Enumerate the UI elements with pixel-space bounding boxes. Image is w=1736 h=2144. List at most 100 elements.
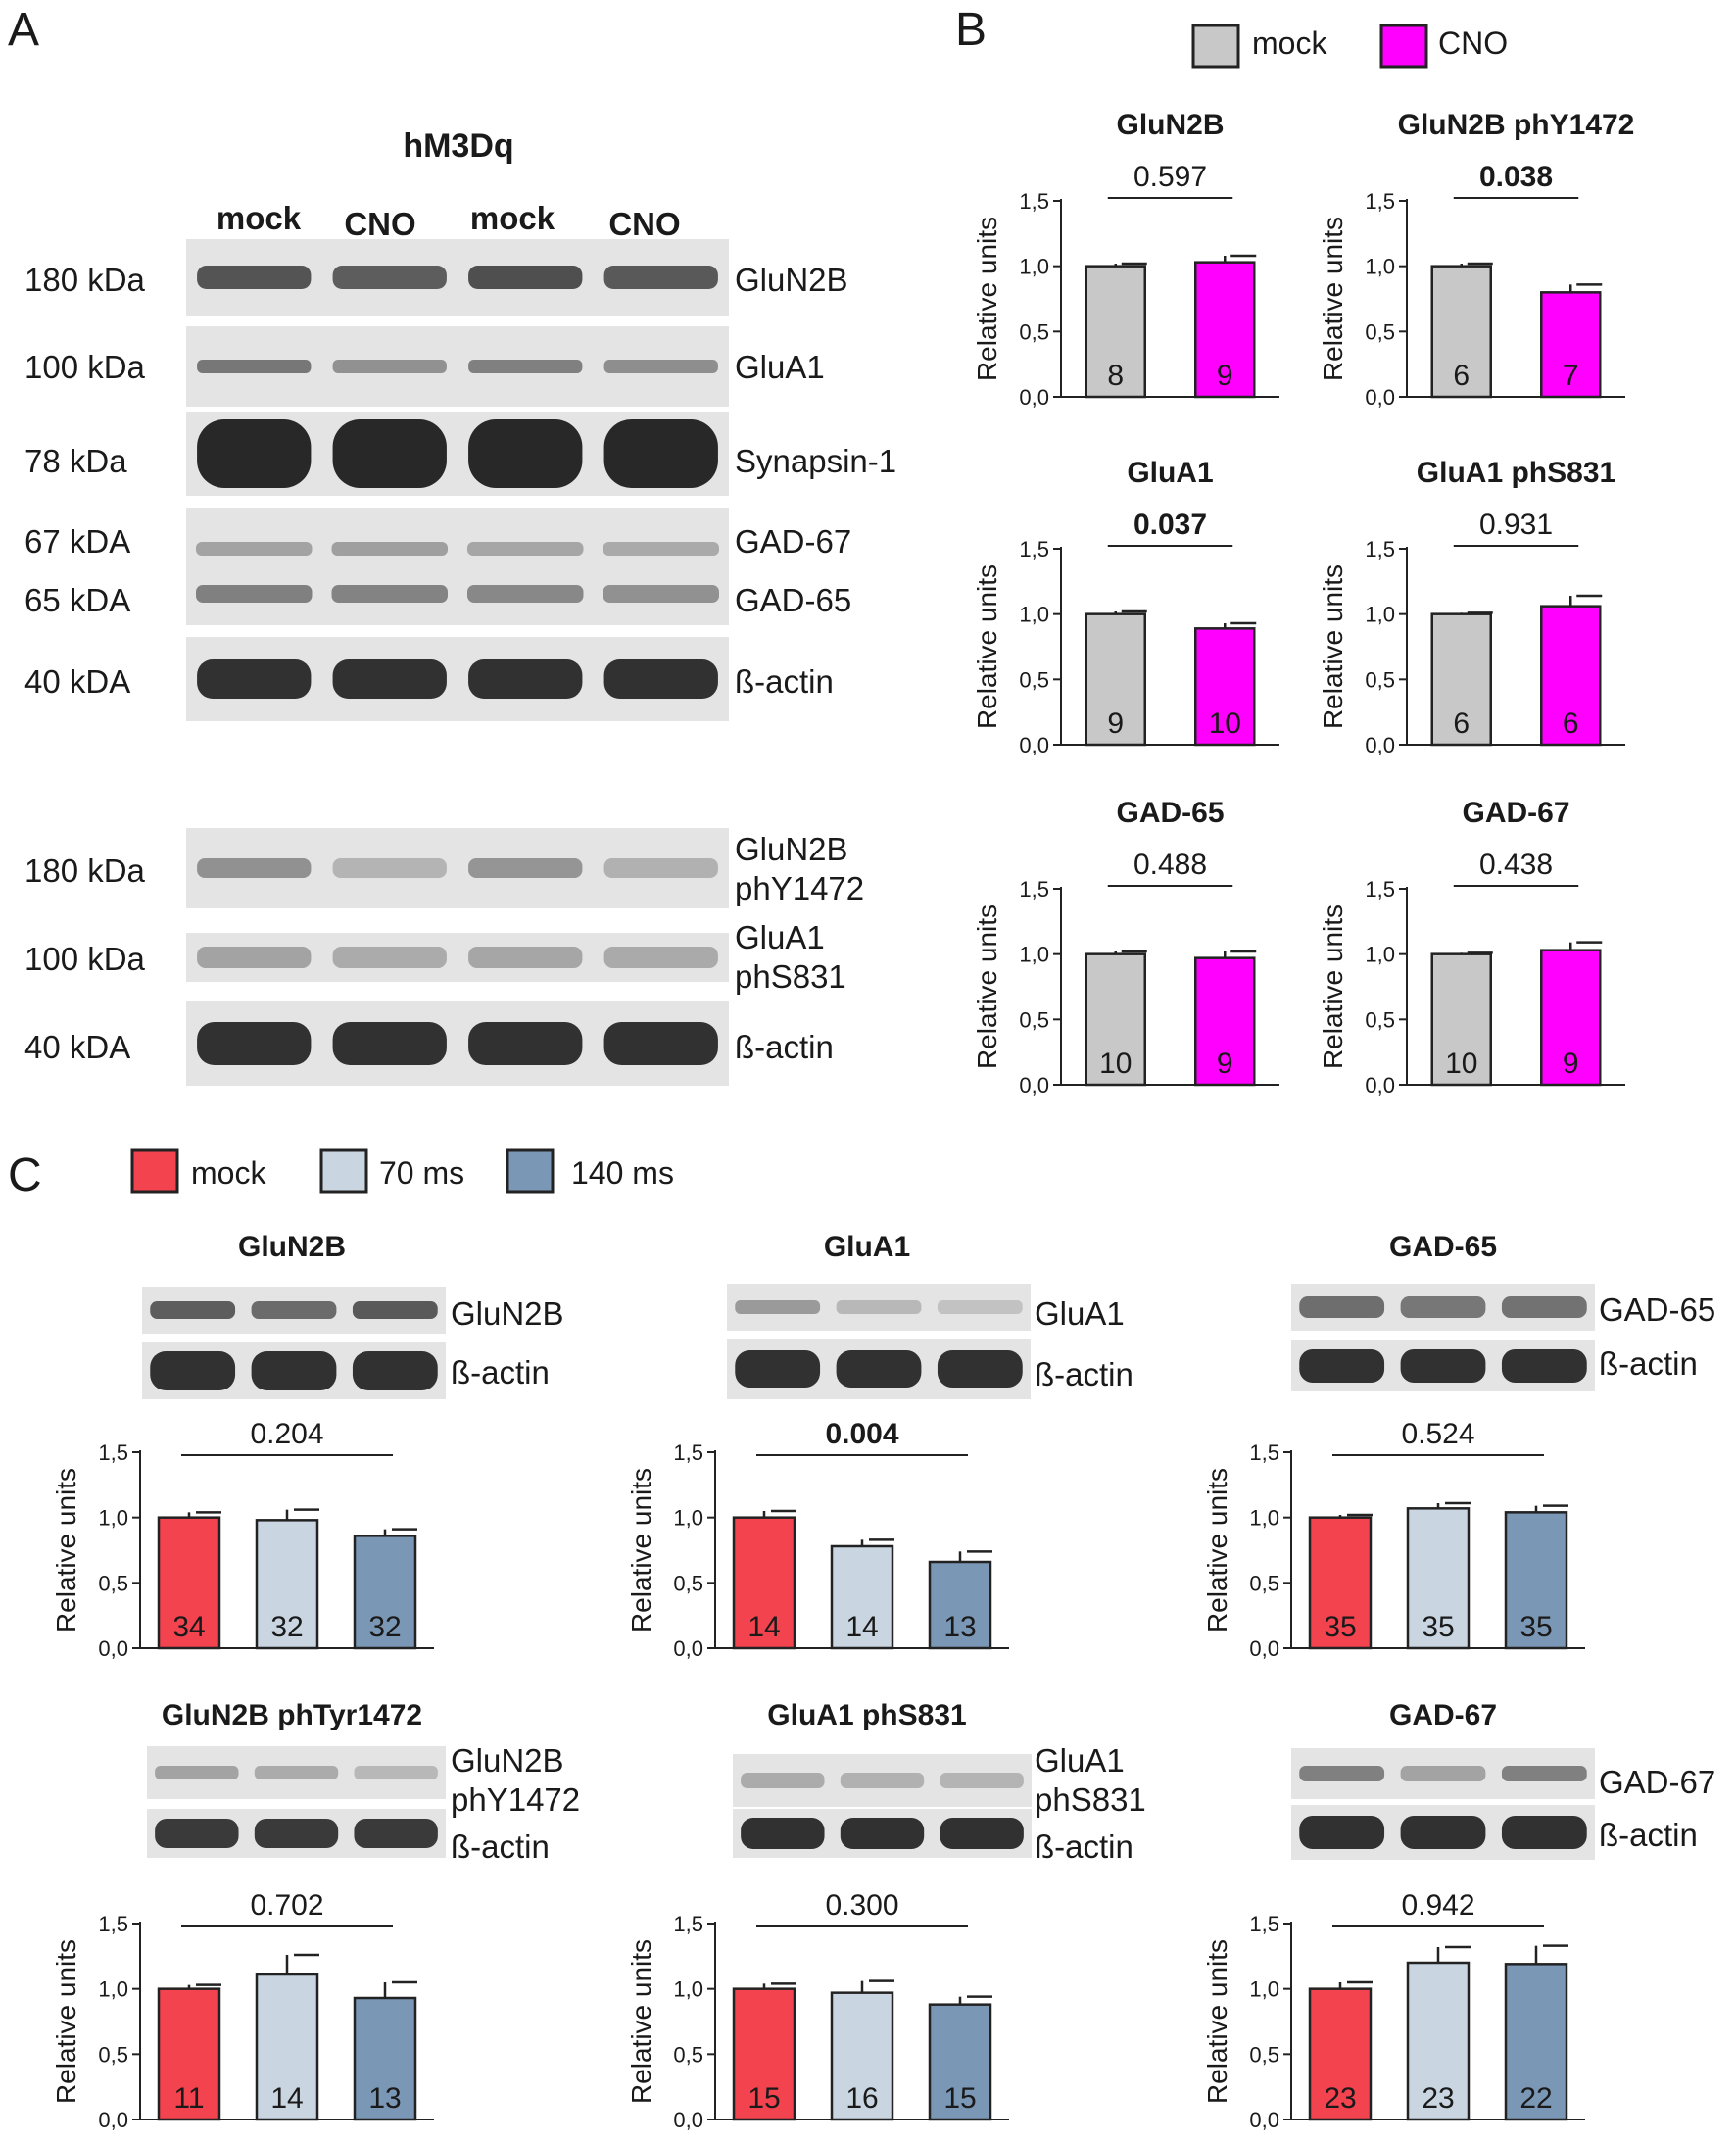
- y-axis-label: Relative units: [972, 564, 1002, 729]
- protein-label: ß-actin: [451, 1828, 550, 1865]
- bar: [830, 1991, 894, 2121]
- chart-title: GluA1 phS831: [767, 1699, 966, 1731]
- chart-title: GAD-65: [1389, 1231, 1497, 1263]
- bar-n-label: 14: [747, 1611, 780, 1643]
- blot-synapsin: [186, 412, 729, 496]
- y-tick-label: 0,0: [673, 1636, 703, 1661]
- legend-swatch-cno: [1379, 24, 1428, 69]
- bar: [157, 1516, 221, 1650]
- blot-strip-c: [1291, 1748, 1595, 1799]
- protein-label: GAD-67: [735, 523, 851, 560]
- blot-band: [354, 1766, 438, 1779]
- y-tick-label: 0,5: [673, 2042, 703, 2067]
- y-tick-label: 1,5: [98, 1440, 128, 1465]
- bar-n-label: 23: [1324, 2082, 1356, 2115]
- bar: [353, 1996, 417, 2121]
- chart-title: GluA1: [1127, 457, 1213, 489]
- bar-n-label: 10: [1209, 707, 1241, 740]
- y-tick-label: 0,0: [98, 1636, 128, 1661]
- blot-band: [603, 360, 718, 373]
- bar-n-label: 6: [1453, 360, 1470, 392]
- y-tick-label: 0,0: [1249, 2108, 1279, 2132]
- p-value-label: 0.438: [1479, 849, 1553, 881]
- y-tick-label: 0,5: [98, 2042, 128, 2067]
- y-axis-label: Relative units: [626, 1468, 656, 1632]
- blot-glun2b-phos: [186, 828, 729, 908]
- blot-band: [196, 585, 313, 603]
- bar-n-label: 32: [368, 1611, 401, 1643]
- blot-band: [603, 947, 718, 968]
- y-tick-label: 1,5: [673, 1912, 703, 1936]
- chart-title: GluA1: [824, 1231, 910, 1263]
- y-axis-label: Relative units: [51, 1939, 81, 2104]
- blot-strip-c: [733, 1754, 1032, 1807]
- blot-band: [1501, 1816, 1587, 1849]
- protein-label: GluA1: [735, 349, 825, 385]
- mw-label: 65 kDA: [24, 582, 130, 618]
- protein-label: GluA1: [735, 919, 825, 955]
- y-tick-label: 1,0: [673, 1506, 703, 1531]
- protein-label: phY1472: [451, 1781, 580, 1818]
- blot-band: [1299, 1766, 1385, 1781]
- mw-label: 180 kDa: [24, 853, 146, 889]
- construct-label: hM3Dq: [403, 127, 513, 165]
- protein-label: ß-actin: [1599, 1345, 1698, 1382]
- panel-letter-c: C: [8, 1149, 42, 1201]
- y-tick-label: 1,0: [1249, 1977, 1279, 2002]
- p-value-label: 0.204: [250, 1418, 323, 1450]
- blot-band: [197, 266, 312, 289]
- blot-band: [468, 858, 583, 878]
- protein-label: GluN2B: [451, 1295, 564, 1332]
- blot-band: [1501, 1349, 1587, 1383]
- protein-label: GAD-65: [735, 582, 851, 618]
- blot-band: [1299, 1816, 1385, 1849]
- p-value-label: 0.931: [1479, 509, 1553, 541]
- legend-swatch-70ms: [319, 1148, 368, 1194]
- mw-label: 40 kDA: [24, 1029, 130, 1065]
- y-tick-label: 0,5: [1365, 319, 1395, 344]
- y-axis-label: Relative units: [626, 1939, 656, 2104]
- y-axis-label: Relative units: [972, 217, 1002, 381]
- blot-band: [331, 542, 448, 556]
- y-tick-label: 1,5: [1019, 877, 1049, 901]
- blot-strip-c: [142, 1287, 446, 1334]
- protein-label: phS831: [1035, 1781, 1146, 1818]
- blot-strip-c: [1291, 1284, 1595, 1331]
- bar-n-label: 35: [1519, 1611, 1552, 1643]
- p-value-label: 0.038: [1479, 161, 1553, 193]
- bar-n-label: 32: [270, 1611, 303, 1643]
- blot-band: [1400, 1816, 1486, 1849]
- bar-n-label: 35: [1324, 1611, 1356, 1643]
- blot-band: [603, 266, 718, 289]
- blot-band: [468, 947, 583, 968]
- bar: [1308, 1516, 1373, 1650]
- bar: [1430, 952, 1492, 1087]
- blot-band: [468, 659, 583, 699]
- blot-band: [735, 1350, 821, 1388]
- protein-label: GluN2B: [451, 1742, 564, 1779]
- blot-band: [937, 1350, 1023, 1388]
- y-tick-label: 0,0: [1365, 385, 1395, 410]
- bar-n-label: 10: [1099, 1048, 1132, 1080]
- mw-label: 67 kDA: [24, 523, 130, 560]
- blot-band: [1400, 1766, 1486, 1781]
- blot-band: [940, 1773, 1024, 1788]
- blot-band: [603, 659, 718, 699]
- p-value-label: 0.597: [1133, 161, 1207, 193]
- y-tick-label: 1,0: [1249, 1506, 1279, 1531]
- blot-band: [603, 542, 719, 556]
- bar: [928, 1560, 992, 1650]
- y-axis-label: Relative units: [1318, 217, 1348, 381]
- bar: [255, 1973, 319, 2121]
- bar: [1430, 265, 1492, 399]
- chart-title: GluN2B: [1116, 109, 1224, 141]
- blot-band: [840, 1773, 925, 1788]
- blot-band: [1501, 1296, 1587, 1318]
- bar: [1406, 1507, 1471, 1650]
- lane-label-4: CNO: [608, 206, 680, 242]
- blot-strip-c: [147, 1746, 446, 1799]
- y-tick-label: 1,0: [1365, 943, 1395, 967]
- y-tick-label: 0,0: [98, 2108, 128, 2132]
- bar-n-label: 9: [1217, 1048, 1233, 1080]
- y-tick-label: 1,5: [1365, 537, 1395, 561]
